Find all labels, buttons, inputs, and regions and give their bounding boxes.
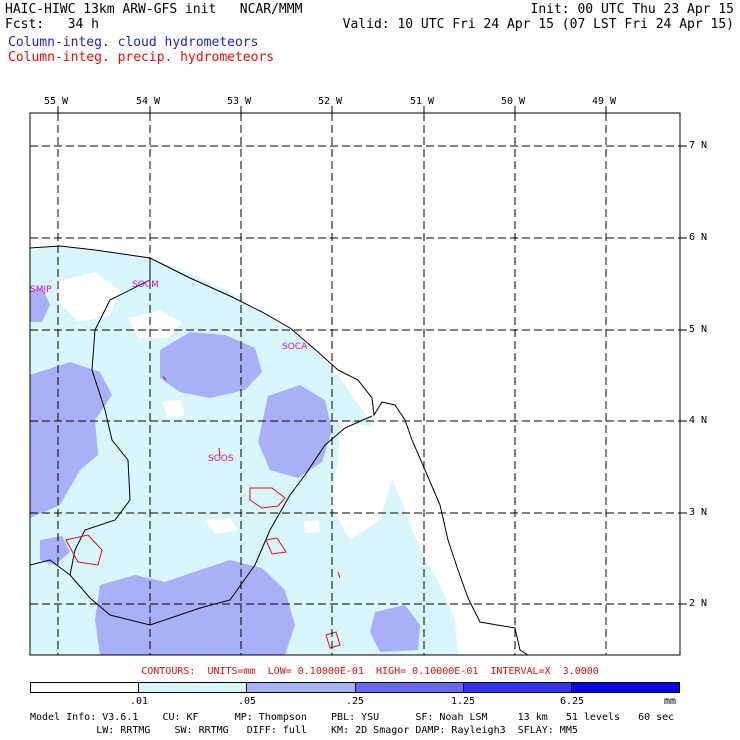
cloud-field-light <box>30 246 458 655</box>
cloud-field-medium <box>160 332 262 398</box>
cloud-field-medium <box>40 536 70 565</box>
cloud-hole <box>128 310 182 338</box>
station-label: SOCM <box>132 280 159 290</box>
lat-label: 2 N <box>689 598 708 609</box>
lon-label: 52 W <box>318 96 343 107</box>
field-precip-label: Column-integ. precip. hydrometeors <box>8 50 275 65</box>
forecast-hour: Fcst: 34 h <box>5 17 99 32</box>
lon-label: 54 W <box>136 96 161 107</box>
country-border <box>30 559 71 576</box>
plot-title: HAIC-HIWC 13km ARW-GFS init NCAR/MMM <box>5 2 303 17</box>
colorbar-swatch <box>355 683 464 692</box>
contour-info: CONTOURS: UNITS=mm LOW= 0.10000E-01 HIGH… <box>141 666 599 677</box>
lat-lon-grid <box>30 113 680 655</box>
colorbar-label: 6.25 <box>560 696 585 707</box>
cloud-hole <box>162 400 185 418</box>
valid-time: Valid: 10 UTC Fri 24 Apr 15 (07 LST Fri … <box>342 17 734 32</box>
cloud-hole <box>304 520 320 533</box>
cloud-field-medium <box>258 385 332 478</box>
colorbar-swatch <box>463 683 572 692</box>
init-time: Init: 00 UTC Thu 23 Apr 15 <box>530 2 735 17</box>
lon-label: 53 W <box>227 96 252 107</box>
model-info-line1: Model Info: V3.6.1 CU: KF MP: Thompson P… <box>30 712 675 723</box>
colorbar-swatch <box>571 683 680 692</box>
lat-label: 6 N <box>689 232 708 243</box>
cloud-field-medium <box>370 605 420 652</box>
coastline <box>30 245 529 655</box>
precip-contour <box>162 375 167 381</box>
cloud-hole <box>330 420 395 540</box>
precip-contour <box>337 571 341 579</box>
model-info-line2: LW: RRTMG SW: RRTMG DIFF: full KM: 2D Sm… <box>30 725 578 736</box>
lat-label: 5 N <box>689 324 708 335</box>
precip-contour <box>265 537 287 555</box>
cloud-hole <box>205 518 238 534</box>
lon-label: 55 W <box>44 96 69 107</box>
colorbar-label: 1.25 <box>451 696 476 707</box>
map-frame-contents: SMJP SOCM SOCA SOOS <box>30 113 680 655</box>
map-border <box>29 112 681 656</box>
lat-label: 7 N <box>689 140 708 151</box>
colorbar-units: mm <box>664 696 677 707</box>
cloud-hole <box>55 272 120 322</box>
lat-label: 4 N <box>689 415 708 426</box>
colorbar-swatch <box>31 683 140 692</box>
precip-contour <box>65 534 103 566</box>
precip-contour <box>249 487 286 509</box>
lon-label: 51 W <box>410 96 435 107</box>
colorbar-label: .05 <box>238 696 257 707</box>
lat-label: 3 N <box>689 507 708 518</box>
axis-ticks <box>57 106 687 605</box>
field-cloud-label: Column-integ. cloud hydrometeors <box>8 35 259 50</box>
precip-contour <box>325 631 341 649</box>
cloud-field-medium <box>30 362 112 518</box>
lon-label: 49 W <box>592 96 617 107</box>
cloud-field-medium <box>95 560 295 655</box>
colorbar-swatch <box>247 683 356 692</box>
colorbar-label: .25 <box>346 696 365 707</box>
station-label: SMJP <box>30 285 52 295</box>
colorbar-swatch <box>139 683 248 692</box>
precip-contour <box>218 447 221 457</box>
colorbar-label: .01 <box>130 696 149 707</box>
lon-label: 50 W <box>501 96 526 107</box>
station-label: SOOS <box>208 454 234 464</box>
cloud-field-medium <box>30 288 50 322</box>
colorbar <box>30 682 680 693</box>
station-label: SOCA <box>282 342 308 352</box>
